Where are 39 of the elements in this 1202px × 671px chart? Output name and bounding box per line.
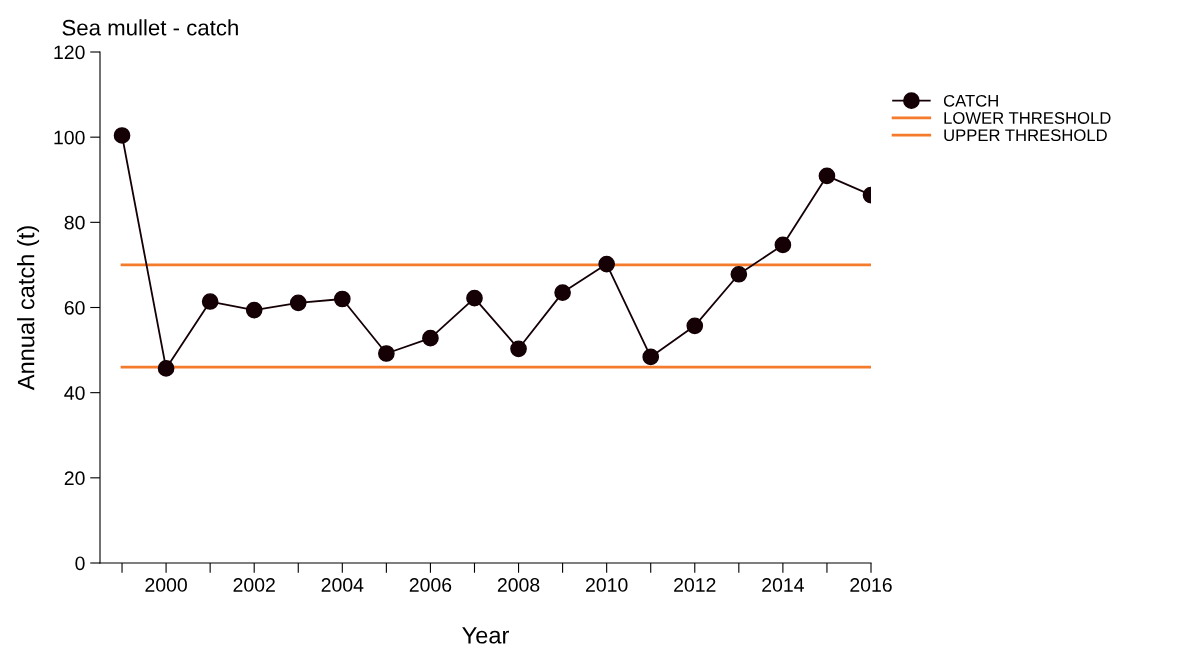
point bbox=[686, 317, 704, 335]
point bbox=[289, 294, 307, 312]
x-tick-label: 2000 bbox=[145, 578, 187, 592]
y-tick-label: 100 bbox=[54, 130, 85, 145]
x-tick-label: 2002 bbox=[233, 578, 275, 592]
y-tick-label: 80 bbox=[64, 215, 85, 230]
point bbox=[510, 340, 527, 358]
y-tick-label: 20 bbox=[64, 471, 85, 486]
point bbox=[378, 345, 395, 362]
x-tick-label: 2010 bbox=[586, 578, 628, 592]
point bbox=[113, 127, 131, 144]
point bbox=[422, 329, 439, 347]
legend-label: CATCH bbox=[943, 94, 998, 107]
point bbox=[554, 284, 571, 301]
legend-label: UPPER THRESHOLD bbox=[944, 129, 1107, 142]
point bbox=[642, 348, 660, 366]
point bbox=[245, 301, 263, 319]
point bbox=[774, 236, 792, 254]
point bbox=[201, 293, 219, 310]
y-tick-label: 0 bbox=[75, 556, 85, 571]
point bbox=[730, 265, 748, 283]
point bbox=[466, 289, 483, 307]
x-tick-label: 2012 bbox=[674, 578, 716, 592]
chart-title: Sea mullet - catch bbox=[62, 19, 238, 36]
legend-label: LOWER THRESHOLD bbox=[944, 112, 1111, 124]
y-tick-label: 40 bbox=[64, 386, 85, 400]
y-axis-title: Annual catch (t) bbox=[17, 226, 40, 391]
x-tick-label: 2016 bbox=[850, 578, 892, 592]
point bbox=[333, 290, 351, 308]
x-tick-label: 2004 bbox=[321, 578, 364, 592]
point bbox=[598, 255, 615, 273]
y-tick-label: 120 bbox=[54, 45, 85, 60]
point bbox=[157, 360, 175, 377]
x-tick-label: 2008 bbox=[497, 578, 540, 592]
x-axis-title: Year bbox=[462, 627, 509, 644]
x-tick-label: 2006 bbox=[409, 578, 452, 592]
point bbox=[818, 167, 836, 185]
x-tick-label: 2014 bbox=[762, 578, 804, 592]
y-tick-label: 60 bbox=[64, 300, 85, 315]
